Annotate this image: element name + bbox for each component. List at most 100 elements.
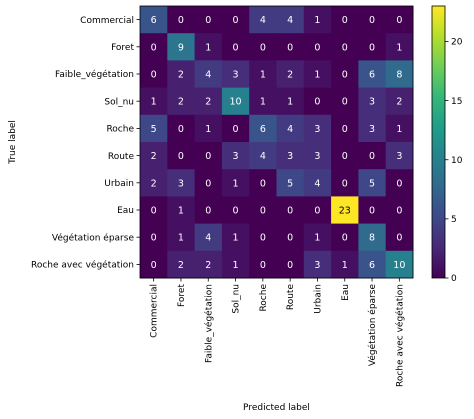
cell-value: 8 [396,70,402,81]
cell-value: 0 [260,42,266,53]
heatmap-cell [249,250,277,279]
y-tick-label: Roche [106,125,134,135]
cell-value: 0 [342,178,348,189]
cell-value: 5 [287,178,293,189]
heatmap-cell [221,114,250,143]
heatmap-cell [221,196,250,225]
cell-value: 0 [151,42,157,53]
x-axis-ticks: Commercial Foret Faible_végétation Sol_nu Ro… [150,278,405,387]
heatmap-cell [358,196,387,225]
heatmap-cell [140,169,168,197]
cell-value: 0 [178,15,184,26]
cell-value: 1 [260,70,266,81]
cell-value: 1 [178,233,184,244]
heatmap-cell [331,250,359,279]
y-tick-label: Roche avec végétation [31,260,134,271]
x-tick-label: Roche [259,284,269,312]
cell-value: 2 [205,97,211,108]
cell-value: 0 [205,15,211,26]
cell-value: 3 [396,151,402,162]
heatmap-cell [331,169,359,197]
heatmap-cell [276,33,305,61]
cell-value: 0 [314,42,320,53]
heatmap-cell [194,60,223,89]
cell-value: 2 [178,260,184,271]
heatmap-cell [358,250,387,279]
cell-value: 10 [393,260,405,271]
cell-value: 0 [205,151,211,162]
cell-value: 0 [369,15,375,26]
y-tick-label: Eau [117,206,134,216]
cell-value: 9 [178,42,184,53]
colorbar-tick-label: 5 [451,215,457,225]
heatmap-cell [221,60,250,89]
cell-value: 3 [178,178,184,189]
cell-value: 0 [260,178,266,189]
cell-value: 0 [260,233,266,244]
heatmap-cell [140,87,168,116]
heatmap-cell [249,60,277,89]
cell-value: 0 [369,151,375,162]
heatmap-cell [385,142,414,170]
heatmap-cell [140,142,168,170]
heatmap-cell [194,142,223,170]
heatmap-cell [276,223,305,252]
cell-value: 1 [287,97,293,108]
heatmap-cell [303,33,332,61]
heatmap-cell [167,169,196,197]
cell-value: 0 [342,42,348,53]
y-tick-label: Sol_nu [104,97,134,107]
heatmap-cell [276,250,305,279]
cell-value: 0 [342,151,348,162]
cell-value: 3 [233,70,239,81]
heatmap-cell [276,6,305,34]
cell-value: 0 [342,70,348,81]
cell-value: 4 [314,178,320,189]
heatmap-cell [249,87,277,116]
y-tick-label: Faible_végétation [55,69,134,80]
heatmap-cell [276,87,305,116]
cell-value: 4 [205,233,211,244]
cell-value: 1 [314,233,320,244]
cell-value: 1 [178,206,184,217]
heatmap-cell [276,169,305,197]
y-axis-title: True label [8,120,18,165]
cell-value: 0 [151,70,157,81]
heatmap-cell [331,87,359,116]
heatmap-cell [385,223,414,252]
cell-value: 1 [396,124,402,135]
heatmap-cell [249,196,277,225]
heatmap-cell [331,114,359,143]
heatmap-cell [358,33,387,61]
heatmap-cell [249,169,277,197]
heatmap-cell [385,250,414,279]
cell-value: 0 [369,42,375,53]
colorbar-tick-label: 20 [451,38,463,48]
cell-value: 0 [396,206,402,217]
cell-value: 6 [260,124,266,135]
x-tick-label: Eau [341,284,351,301]
heatmap-cell [194,6,223,34]
x-tick-label: Route [286,284,296,311]
heatmap-cell [221,142,250,170]
heatmap-cell [385,33,414,61]
cell-value: 3 [287,151,293,162]
cell-value: 3 [314,260,320,271]
heatmap-cell [358,142,387,170]
cell-value: 0 [205,206,211,217]
heatmap-cell [221,6,250,34]
heatmap-cell [221,87,250,116]
cell-value: 0 [260,260,266,271]
heatmap-cell [140,196,168,225]
cell-value: 0 [342,233,348,244]
heatmap-cell [303,223,332,252]
cell-value: 6 [151,15,157,26]
heatmap-cell [194,169,223,197]
cell-value: 2 [178,97,184,108]
cell-value: 3 [314,124,320,135]
heatmap-cell [385,87,414,116]
cell-value: 0 [287,206,293,217]
cell-value: 0 [260,206,266,217]
heatmap-cell [249,33,277,61]
heatmap-cell [140,33,168,61]
